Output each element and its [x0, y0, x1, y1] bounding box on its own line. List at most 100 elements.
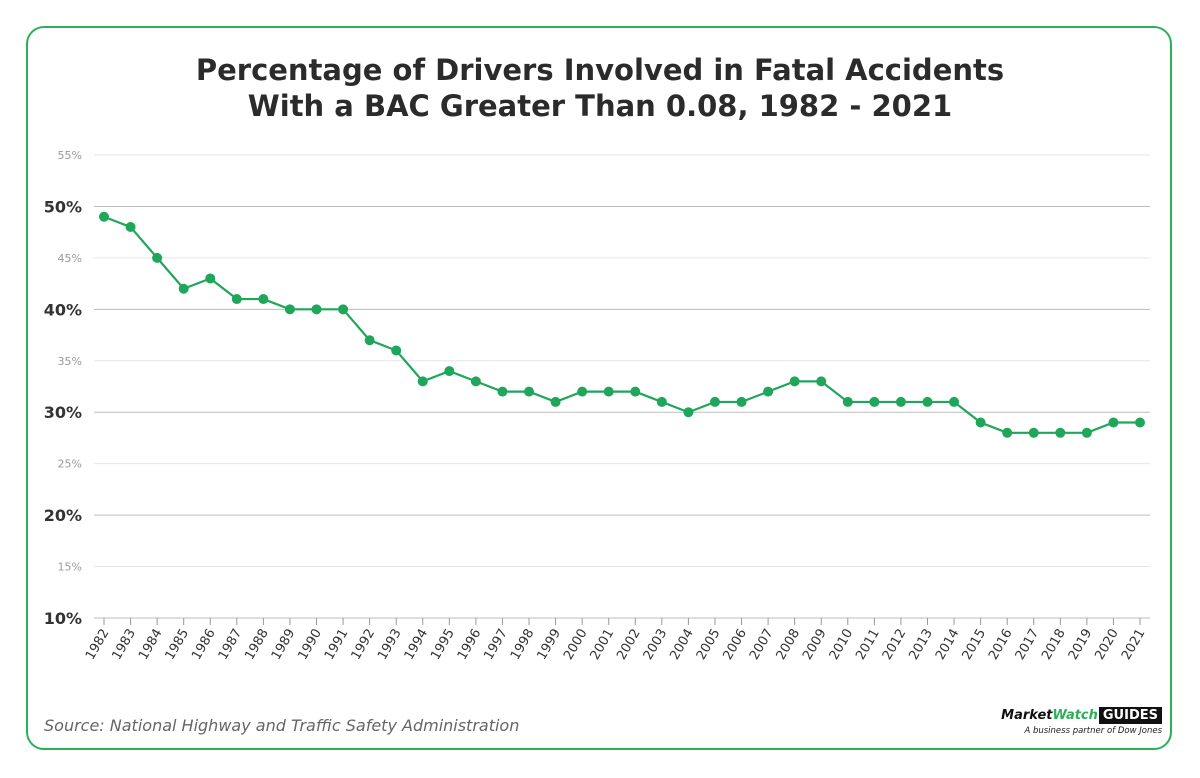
data-point — [763, 386, 774, 397]
x-tick-label: 1990 — [295, 627, 325, 663]
data-point — [603, 386, 614, 397]
x-tick-label: 1995 — [428, 627, 458, 663]
x-tick-label: 2018 — [1039, 627, 1069, 663]
x-tick-label: 1992 — [349, 627, 379, 663]
y-tick-label: 40% — [44, 300, 82, 319]
data-point — [284, 304, 295, 315]
y-tick-label: 25% — [58, 458, 82, 471]
title-line-2: With a BAC Greater Than 0.08, 1982 - 202… — [247, 89, 953, 123]
y-tick-label: 30% — [44, 403, 82, 422]
x-tick-label: 2014 — [933, 627, 963, 663]
logo-tagline: A business partner of Dow Jones — [1024, 726, 1162, 736]
x-tick-label: 2006 — [720, 627, 750, 663]
data-point — [949, 396, 960, 407]
x-tick-label: 2000 — [561, 627, 591, 663]
x-tick-label: 1982 — [83, 627, 113, 663]
x-tick-label: 2007 — [747, 627, 777, 663]
data-point — [550, 396, 561, 407]
x-tick-label: 2012 — [880, 627, 910, 663]
logo-watch: Watch — [1052, 708, 1098, 723]
data-point — [444, 366, 455, 377]
x-tick-label: 2021 — [1119, 627, 1149, 663]
data-point — [1002, 427, 1013, 438]
data-point — [364, 335, 375, 346]
data-point — [1135, 417, 1145, 428]
y-tick-label: 35% — [58, 355, 82, 368]
x-tick-label: 1989 — [269, 627, 299, 663]
title-line-1: Percentage of Drivers Involved in Fatal … — [195, 53, 1005, 87]
marketwatch-guides-logo: Market Watch GUIDES A business partner of … — [1001, 707, 1162, 736]
data-point — [524, 386, 535, 397]
x-tick-label: 1986 — [189, 627, 219, 663]
data-point — [311, 304, 322, 315]
data-point — [869, 396, 880, 407]
data-point — [816, 376, 827, 387]
x-tick-label: 2004 — [667, 627, 697, 663]
data-point — [178, 283, 189, 294]
x-tick-label: 1988 — [242, 627, 272, 663]
x-tick-label: 2016 — [986, 626, 1016, 662]
x-tick-label: 2003 — [641, 627, 671, 663]
data-point — [1028, 427, 1039, 438]
logo-market: Market — [1001, 708, 1053, 723]
x-tick-label: 2001 — [588, 627, 618, 663]
x-tick-label: 2009 — [800, 627, 830, 663]
data-point — [497, 386, 508, 397]
data-point — [683, 407, 694, 418]
data-point — [709, 396, 720, 407]
chart-title: Percentage of Drivers Involved in Fatal … — [0, 52, 1200, 124]
data-point — [125, 222, 136, 233]
y-tick-label: 55% — [58, 149, 82, 162]
chart-frame — [26, 26, 1172, 750]
series-line — [103, 215, 1140, 434]
data-point — [258, 294, 269, 305]
y-tick-label: 10% — [44, 609, 82, 628]
y-tick-label: 20% — [44, 506, 82, 525]
x-tick-label: 2008 — [774, 627, 804, 663]
data-point — [975, 417, 986, 428]
data-point — [231, 294, 242, 305]
x-tick-label: 1999 — [535, 627, 565, 663]
x-tick-label: 1996 — [455, 627, 485, 663]
data-point — [577, 386, 588, 397]
data-point — [842, 396, 853, 407]
data-point — [391, 345, 402, 356]
data-point — [1081, 427, 1092, 438]
data-point — [417, 376, 428, 387]
y-tick-label: 15% — [58, 561, 82, 574]
x-tick-label: 1985 — [163, 627, 193, 663]
data-point — [922, 396, 933, 407]
x-tick-label: 1991 — [322, 627, 352, 663]
x-tick-label: 1994 — [402, 627, 432, 663]
x-tick-label: 2015 — [960, 627, 990, 663]
x-tick-label: 2002 — [614, 627, 644, 663]
data-point — [895, 396, 906, 407]
data-point — [656, 396, 667, 407]
data-point — [1055, 427, 1066, 438]
data-point — [736, 396, 747, 407]
x-tick-label: 1993 — [375, 627, 405, 663]
data-point — [338, 304, 349, 315]
logo-guides: GUIDES — [1098, 707, 1162, 724]
data-point — [630, 386, 641, 397]
x-tick-label: 1997 — [481, 627, 511, 663]
data-point — [205, 273, 216, 284]
x-tick-label: 2010 — [827, 627, 857, 663]
x-tick-label: 2017 — [1013, 627, 1043, 663]
x-tick-label: 2005 — [694, 627, 724, 663]
x-tick-label: 1984 — [136, 627, 166, 663]
y-tick-label: 45% — [58, 252, 82, 265]
x-tick-label: 2019 — [1066, 627, 1096, 663]
y-tick-label: 50% — [44, 197, 82, 216]
x-tick-label: 2020 — [1092, 627, 1122, 663]
x-tick-label: 2011 — [853, 627, 883, 663]
x-tick-label: 2013 — [906, 627, 936, 663]
data-point — [470, 376, 481, 387]
x-tick-label: 1983 — [109, 627, 139, 663]
data-point — [99, 211, 109, 222]
source-note: Source: National Highway and Traffic Saf… — [44, 716, 520, 735]
data-point — [789, 376, 800, 387]
x-tick-label: 1987 — [216, 627, 246, 663]
x-tick-label: 1998 — [508, 627, 538, 663]
